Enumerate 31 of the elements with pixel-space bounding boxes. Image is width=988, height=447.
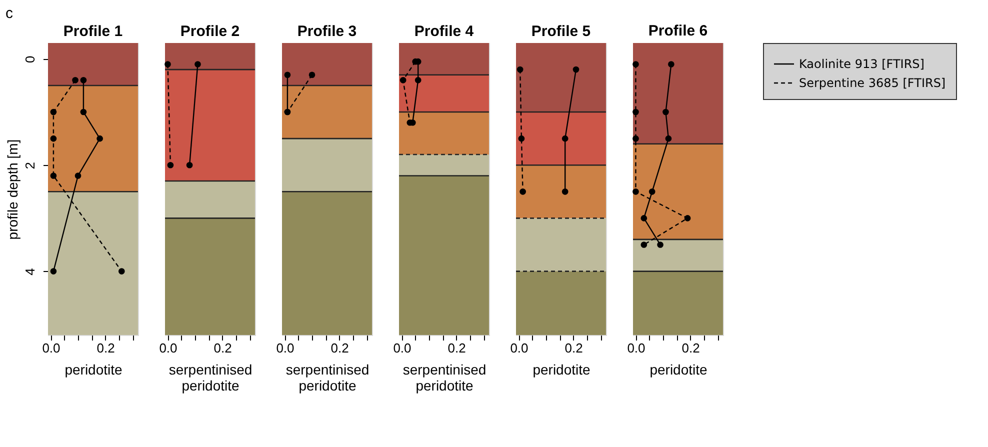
y-tick-label: 0 bbox=[22, 56, 38, 64]
x-tick-label: 0.0 bbox=[627, 340, 646, 356]
chart-title: Profile 6 bbox=[648, 22, 708, 40]
chart-title: Profile 1 bbox=[63, 23, 123, 40]
x-axis-title: serpentinised peridotite bbox=[402, 362, 486, 394]
chart-title: Profile 5 bbox=[531, 23, 591, 40]
legend-label: Serpentine 3685 [FTIRS] bbox=[799, 76, 946, 90]
x-tick-label: 0.2 bbox=[682, 340, 700, 356]
x-axis-title: peridotite bbox=[650, 362, 708, 378]
chart-title: Profile 2 bbox=[180, 23, 240, 40]
x-axis-title: serpentinised peridotite bbox=[168, 362, 252, 394]
x-tick-label: 0.2 bbox=[96, 340, 115, 356]
x-axis-title: serpentinised peridotite bbox=[286, 362, 370, 394]
x-tick-label: 0.0 bbox=[159, 340, 178, 356]
x-tick-label: 0.0 bbox=[42, 340, 60, 356]
chart-title: Profile 4 bbox=[414, 23, 474, 40]
chart-title: Profile 3 bbox=[297, 23, 357, 40]
x-tick-label: 0.2 bbox=[330, 340, 349, 356]
x-tick-label: 0.2 bbox=[448, 340, 466, 356]
x-tick-label: 0.0 bbox=[276, 340, 294, 356]
text: c bbox=[6, 5, 14, 22]
y-axis-title: profile depth [m] bbox=[4, 139, 20, 240]
y-tick-label: 4 bbox=[22, 268, 38, 276]
x-tick-label: 0.2 bbox=[564, 340, 583, 356]
legend-label: Kaolinite 913 [FTIRS] bbox=[799, 57, 924, 71]
x-tick-label: 0.0 bbox=[510, 340, 528, 356]
x-tick-label: 0.2 bbox=[214, 340, 232, 356]
x-axis-title: peridotite bbox=[64, 362, 123, 378]
x-tick-label: 0.0 bbox=[393, 340, 412, 356]
x-axis-title: peridotite bbox=[532, 362, 591, 378]
y-tick-label: 2 bbox=[22, 162, 38, 170]
